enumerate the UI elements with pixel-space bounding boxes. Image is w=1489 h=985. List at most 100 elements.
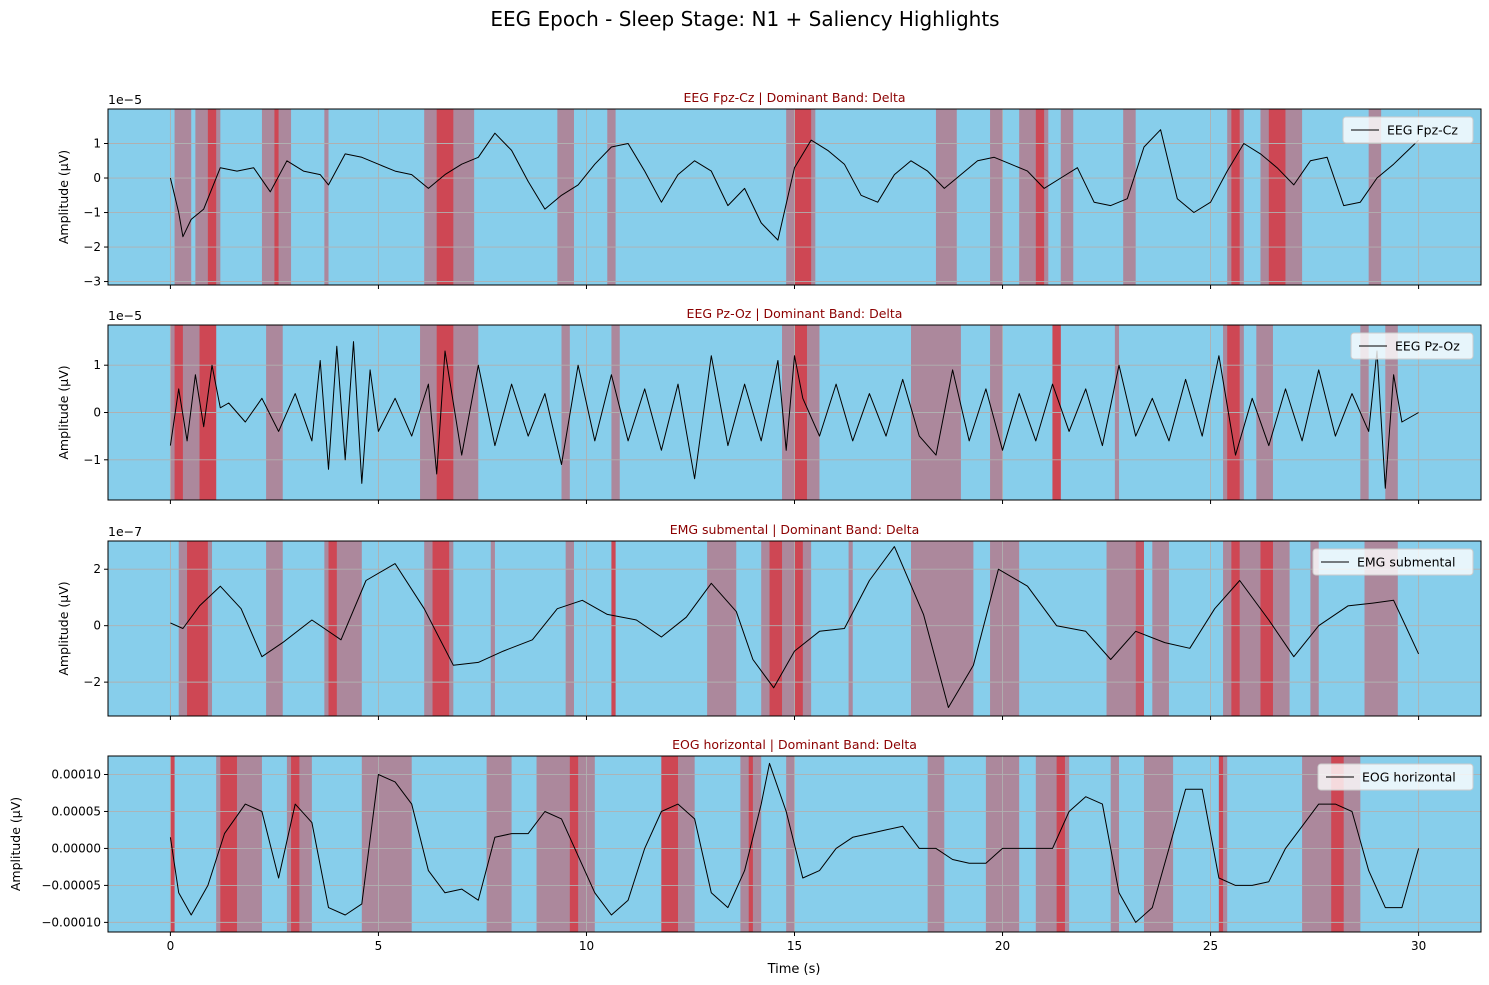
saliency-band bbox=[1123, 109, 1136, 285]
saliency-band bbox=[990, 109, 1003, 285]
panel-2: −1 0 1 EEG Pz-Oz | Dominant Band: Delta Ampl… bbox=[56, 306, 1482, 504]
ticks: −3 −2 −1 0 1 bbox=[83, 137, 1420, 289]
x-axis-label: Time (s) bbox=[767, 962, 821, 977]
saliency-band bbox=[361, 756, 412, 932]
x-tick-label: 10 bbox=[579, 939, 594, 953]
saliency-band bbox=[848, 541, 853, 716]
y-tick-label: 0 bbox=[93, 171, 101, 185]
x-tick-label: 5 bbox=[375, 939, 383, 953]
saliency-band-strong bbox=[1135, 541, 1144, 716]
saliency-band bbox=[927, 756, 945, 932]
y-axis-label: Amplitude (µV) bbox=[56, 581, 71, 675]
saliency-band bbox=[536, 756, 595, 932]
saliency-band-strong bbox=[220, 756, 237, 932]
y-tick-label: −2 bbox=[83, 240, 101, 254]
saliency-band bbox=[1368, 109, 1382, 285]
saliency-band-strong bbox=[1331, 756, 1344, 932]
legend-label: EMG submental bbox=[1357, 555, 1456, 570]
saliency-highlights bbox=[174, 109, 1382, 285]
saliency-band-strong bbox=[794, 109, 812, 285]
saliency-band bbox=[490, 541, 495, 716]
saliency-highlights bbox=[178, 541, 1398, 716]
x-tick-label: 0 bbox=[167, 939, 175, 953]
saliency-band-strong bbox=[291, 756, 300, 932]
legend: EEG Fpz-Cz bbox=[1342, 116, 1474, 144]
ticks: −2 0 2 bbox=[83, 562, 1420, 720]
figure-title: EEG Epoch - Sleep Stage: N1 + Saliency H… bbox=[490, 7, 999, 31]
legend-box bbox=[1317, 763, 1474, 791]
saliency-band bbox=[761, 541, 812, 716]
saliency-band-strong bbox=[1231, 541, 1240, 716]
saliency-band-strong bbox=[769, 541, 783, 716]
saliency-band bbox=[1143, 756, 1174, 932]
y-tick-label: 0.00000 bbox=[51, 841, 101, 855]
saliency-band bbox=[1060, 109, 1074, 285]
offset-label: 1e−5 bbox=[108, 92, 142, 107]
y-tick-label: −3 bbox=[83, 275, 101, 289]
saliency-band-strong bbox=[794, 541, 803, 716]
saliency-band-strong bbox=[328, 541, 337, 716]
panel-3: −2 0 2 EMG submental | Dominant Band: Delta… bbox=[56, 522, 1482, 720]
saliency-band-strong bbox=[661, 756, 679, 932]
y-tick-label: 1 bbox=[93, 137, 101, 151]
y-tick-label: 0 bbox=[93, 406, 101, 420]
gridlines bbox=[108, 109, 1481, 285]
x-tick-label: 15 bbox=[787, 939, 802, 953]
y-axis-label: Amplitude (µV) bbox=[8, 797, 23, 891]
panel-1: −3 −2 −1 0 1 EEG Fpz-Cz | Dominant Band: Delt… bbox=[56, 90, 1482, 289]
legend-label: EEG Fpz-Cz bbox=[1387, 123, 1458, 138]
saliency-band-strong bbox=[1218, 756, 1224, 932]
legend-box bbox=[1342, 116, 1474, 144]
y-axis-label: Amplitude (µV) bbox=[56, 150, 71, 244]
x-tick-label: 20 bbox=[995, 939, 1010, 953]
signal-line bbox=[169, 762, 1420, 923]
y-tick-label: −1 bbox=[83, 453, 101, 467]
y-tick-label: −2 bbox=[83, 675, 101, 689]
y-tick-label: 0 bbox=[93, 619, 101, 633]
y-tick-label: 1 bbox=[93, 358, 101, 372]
saliency-band-strong bbox=[1268, 109, 1286, 285]
signal-line bbox=[169, 129, 1419, 241]
legend: EMG submental bbox=[1312, 548, 1474, 576]
ticks: 0 5 10 15 20 25 30 −0.00010 −0.00005 0.00000 0.000… bbox=[41, 767, 1426, 953]
saliency-band-strong bbox=[611, 541, 616, 716]
saliency-band-strong bbox=[1056, 756, 1065, 932]
saliency-band bbox=[1106, 541, 1136, 716]
saliency-highlights bbox=[170, 756, 1361, 932]
legend-box bbox=[1312, 548, 1474, 576]
x-tick-label: 30 bbox=[1411, 939, 1426, 953]
signal-line bbox=[169, 341, 1419, 489]
saliency-band-strong bbox=[432, 541, 450, 716]
y-tick-label: −0.00005 bbox=[41, 878, 101, 892]
panel-title: EOG horizontal | Dominant Band: Delta bbox=[672, 737, 917, 752]
offset-label: 1e−5 bbox=[108, 308, 142, 323]
saliency-band-strong bbox=[274, 109, 279, 285]
panels: −3 −2 −1 0 1 EEG Fpz-Cz | Dominant Band: Delt… bbox=[8, 90, 1482, 953]
saliency-band bbox=[607, 109, 616, 285]
saliency-band bbox=[786, 756, 795, 932]
saliency-band-strong bbox=[207, 109, 217, 285]
legend-box bbox=[1350, 332, 1474, 360]
panel-title: EMG submental | Dominant Band: Delta bbox=[670, 522, 920, 537]
saliency-band bbox=[266, 541, 283, 716]
saliency-band bbox=[1152, 541, 1169, 716]
saliency-band-strong bbox=[436, 109, 454, 285]
saliency-band bbox=[565, 541, 574, 716]
saliency-band bbox=[935, 109, 957, 285]
signal-series bbox=[170, 546, 1420, 708]
offset-label: 1e−7 bbox=[108, 524, 142, 539]
panel-4: 0 5 10 15 20 25 30 −0.00010 −0.00005 0.00000 0.000… bbox=[8, 737, 1482, 953]
x-tick-label: 25 bbox=[1203, 939, 1218, 953]
y-tick-label: 2 bbox=[93, 562, 101, 576]
y-tick-label: 0.00010 bbox=[51, 767, 101, 781]
panel-title: EEG Pz-Oz | Dominant Band: Delta bbox=[687, 306, 903, 321]
signal-line bbox=[170, 546, 1420, 708]
legend: EOG horizontal bbox=[1317, 763, 1474, 791]
legend-label: EEG Pz-Oz bbox=[1395, 339, 1460, 354]
saliency-band bbox=[910, 541, 974, 716]
y-tick-label: 0.00005 bbox=[51, 804, 101, 818]
saliency-band-strong bbox=[187, 541, 208, 716]
saliency-band-strong bbox=[1231, 109, 1240, 285]
ticks: −1 0 1 bbox=[83, 358, 1420, 504]
